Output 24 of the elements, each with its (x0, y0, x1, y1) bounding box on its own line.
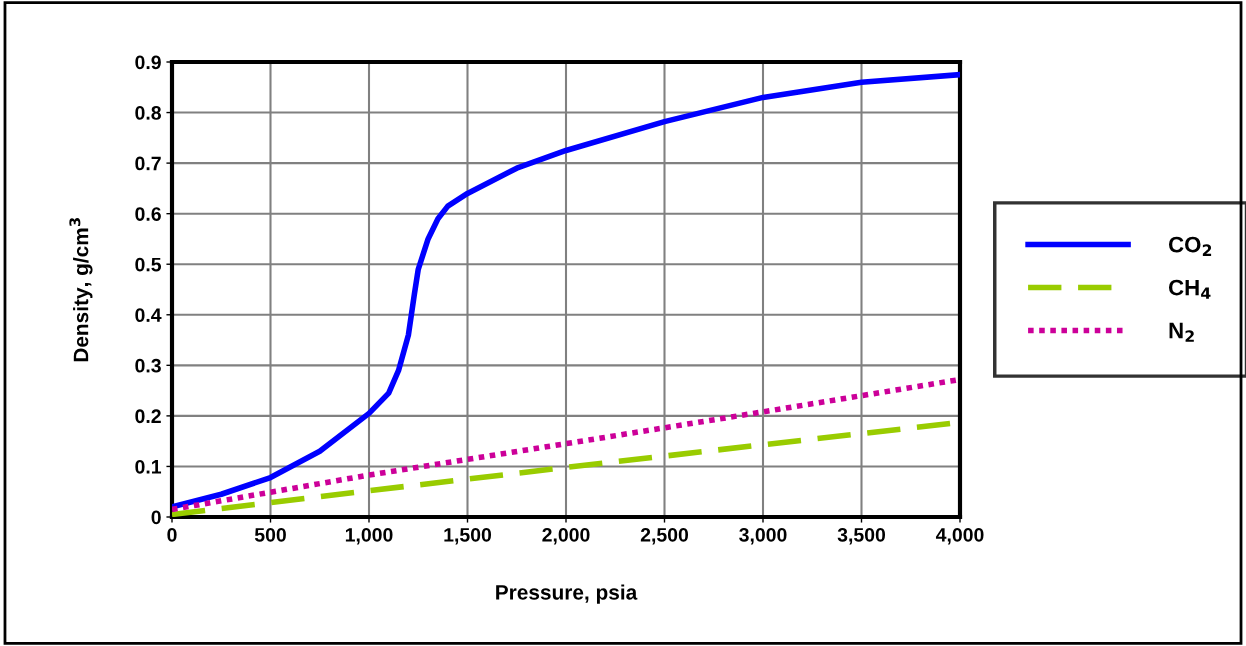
y-tick-label: 0.9 (135, 55, 161, 70)
x-tick-label: 1,000 (345, 527, 393, 545)
x-tick-label: 0 (167, 527, 177, 542)
y-tick-label: 0.5 (135, 257, 162, 272)
x-tick-label: 1,500 (444, 527, 492, 545)
y-tick-label: 0.3 (135, 358, 161, 373)
y-tick-label: 0.1 (135, 459, 162, 474)
y-tick-label: 0.4 (135, 308, 162, 323)
legend-label: CH$_{4}$ (1169, 279, 1211, 299)
x-tick-label: 3,500 (837, 527, 886, 545)
x-axis-title: Pressure, psia (496, 584, 638, 604)
y-tick-label: 0 (151, 510, 161, 525)
x-tick-label: 2,000 (542, 527, 590, 545)
x-tick-label: 4,000 (935, 527, 984, 545)
legend-label: CO$_{2}$ (1169, 236, 1212, 256)
y-tick-label: 0.2 (135, 409, 161, 424)
y-axis-title: Density, g/cm$^{3}$ (69, 218, 93, 362)
x-tick-label: 2,500 (640, 527, 689, 545)
y-tick-label: 0.6 (135, 207, 161, 221)
y-tick-label: 0.7 (135, 156, 161, 171)
y-tick-label: 0.8 (135, 106, 161, 120)
x-tick-label: 3,000 (739, 527, 787, 545)
legend-label: N$_{2}$ (1169, 322, 1194, 342)
x-tick-label: 500 (254, 527, 286, 542)
